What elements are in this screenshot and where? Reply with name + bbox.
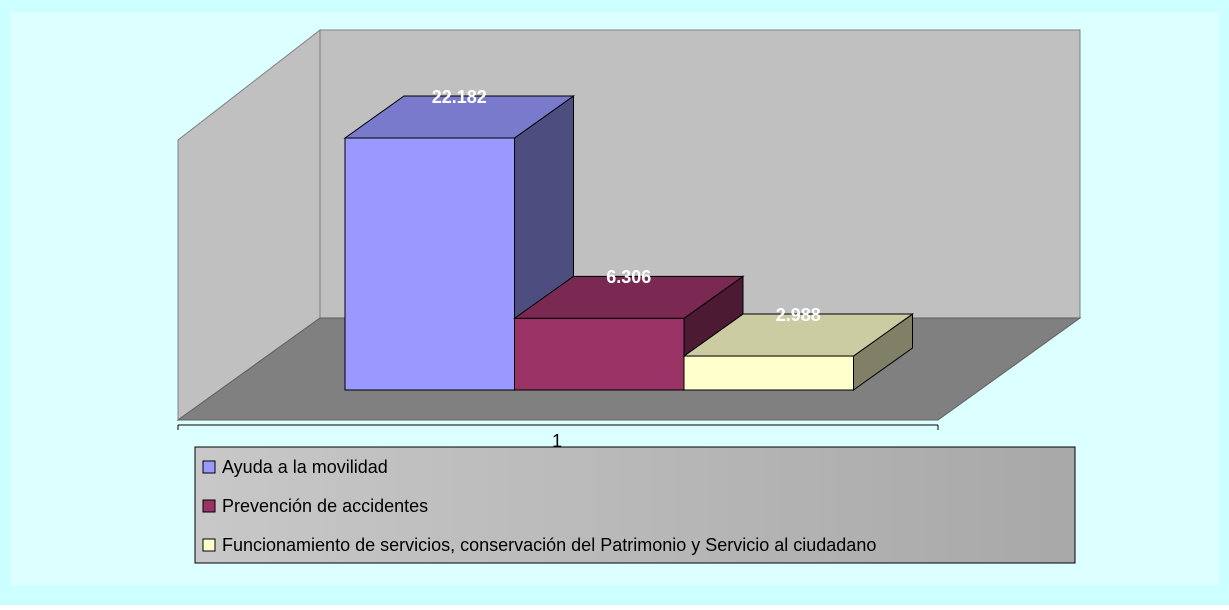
- data-label: 6.306: [606, 267, 651, 287]
- legend: [194, 446, 1076, 564]
- legend-swatch: [202, 460, 216, 474]
- legend-swatch: [202, 499, 216, 513]
- legend-label: Ayuda a la movilidad: [222, 457, 388, 477]
- data-label: 2.988: [776, 305, 821, 325]
- x-tick-label: 1: [552, 431, 562, 451]
- legend-label: Funcionamiento de servicios, conservació…: [222, 535, 876, 555]
- bar: [344, 137, 515, 391]
- bar: [514, 317, 685, 391]
- bar: [683, 355, 854, 391]
- legend-swatch: [202, 538, 216, 552]
- data-label: 22.182: [432, 87, 487, 107]
- legend-label: Prevención de accidentes: [222, 496, 428, 516]
